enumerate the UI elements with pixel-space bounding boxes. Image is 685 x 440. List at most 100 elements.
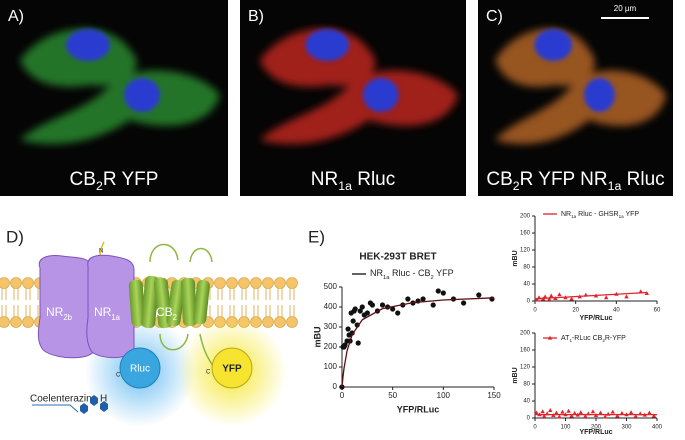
text-segment: CB — [156, 305, 173, 319]
substrate-molecule — [80, 395, 108, 414]
y-tick-label: 400 — [324, 302, 338, 311]
lipid-tail — [25, 288, 31, 317]
y-tick-label: 40 — [523, 282, 530, 288]
lipid-head — [262, 277, 274, 289]
lipid-head — [214, 277, 226, 289]
point — [651, 413, 657, 418]
y-tick-label: 200 — [520, 331, 531, 337]
lipid-head — [226, 277, 238, 289]
lipid-tail — [241, 288, 247, 317]
legend-label: NR1a Rluc - CB2 YFP — [370, 268, 454, 280]
y-axis-label: mBU — [312, 326, 322, 347]
point — [590, 409, 596, 414]
rluc — [119, 347, 161, 389]
y-tick-label: 80 — [523, 265, 530, 271]
yfp — [211, 347, 253, 389]
lipid-head — [10, 277, 22, 289]
fit-line — [341, 297, 495, 388]
lipid-tail — [253, 288, 259, 317]
y-tick-label: 160 — [520, 231, 531, 237]
nucleus — [124, 78, 160, 112]
point — [569, 413, 574, 418]
text-segment: Rluc - GHSR — [576, 211, 618, 218]
y-axis-label: mBU — [512, 250, 519, 266]
y-tick-label: 120 — [520, 365, 531, 371]
point — [357, 308, 363, 314]
point — [352, 306, 358, 312]
chart: 0 100 200 300 400 500 0 50 100 150 mBU YFP/RLuc HEK-… — [312, 252, 501, 415]
subscript: 1a — [619, 214, 625, 219]
point — [619, 410, 625, 415]
nr1a-label: NR1a — [94, 305, 121, 321]
substrate-label: Coelenterazine H — [30, 394, 107, 405]
point — [350, 318, 356, 324]
y-tick-label: 0 — [333, 382, 338, 391]
lipid-head — [10, 316, 22, 328]
y-tick-label: 200 — [520, 214, 531, 220]
y-tick-label: 300 — [324, 322, 338, 331]
subscript: 1a — [571, 214, 577, 219]
lipid-tail — [229, 288, 235, 317]
x-tick-label: 0 — [533, 425, 537, 431]
micrograph: B) NR1a Rluc — [240, 0, 466, 196]
text-segment: R-YFP — [605, 335, 626, 342]
cb2-helices — [128, 275, 210, 329]
x-axis-label: YFP/RLuc — [579, 429, 612, 436]
nucleus — [66, 29, 110, 61]
point — [560, 409, 565, 414]
subscript: 1a — [111, 313, 120, 322]
point — [342, 342, 348, 348]
x-tick-label: 100 — [560, 425, 571, 431]
x-tick-label: 0 — [533, 308, 537, 314]
lipid-tail — [217, 288, 223, 317]
subscript: 1 — [569, 338, 572, 343]
x-tick-label: 40 — [613, 308, 620, 314]
caption: NR1a Rluc — [311, 169, 395, 193]
point — [359, 304, 365, 310]
lipid-head — [22, 277, 34, 289]
nr1a — [86, 254, 135, 358]
text-segment: R YFP NR — [520, 169, 608, 190]
subscript: 1a — [383, 275, 390, 281]
point — [476, 292, 482, 298]
point — [542, 294, 548, 299]
text-segment: NR — [561, 211, 571, 218]
diagram: D) NR2b NR1a CB2 N Rluc YFP C C Coelente… — [0, 227, 298, 427]
nuclei — [66, 29, 160, 112]
nr2b-label: NR2b — [46, 305, 73, 321]
cb2-label: CB2 — [156, 305, 177, 321]
chart: 0 40 80 120 160 200 0 100 200 300 400 mBU YFP/RLuc AT… — [512, 331, 663, 436]
text-segment: NR — [94, 305, 112, 319]
cell — [495, 70, 667, 144]
loops — [149, 243, 216, 373]
subscript: 1a — [608, 179, 622, 193]
caption: CB2R YFP NR1a Rluc — [486, 169, 664, 193]
text-segment: Rluc — [352, 169, 395, 190]
x-tick-label: 100 — [437, 391, 451, 400]
point — [628, 410, 634, 415]
text-segment: AT — [561, 335, 570, 342]
point — [390, 306, 396, 312]
y-tick-label: 40 — [523, 399, 530, 405]
point — [440, 290, 446, 296]
lipid-head — [238, 277, 250, 289]
lipid-head — [262, 316, 274, 328]
point — [549, 293, 554, 298]
text-segment: CB — [70, 169, 96, 190]
lipid-head — [250, 277, 262, 289]
y-axis-label: mBU — [512, 367, 519, 383]
y-tick-label: 200 — [324, 342, 338, 351]
point — [547, 296, 552, 301]
y-tick-label: 80 — [523, 382, 530, 388]
micrograph: C) CB2R YFP NR1a Rluc 20 µm — [478, 0, 673, 196]
lipid-tail — [13, 288, 19, 317]
lipid-tail — [1, 288, 7, 317]
panel-label: D) — [6, 227, 24, 246]
point — [615, 413, 620, 418]
x-tick-label: 150 — [487, 391, 501, 400]
subscript: 2 — [513, 179, 520, 193]
subscript: 2 — [431, 275, 434, 281]
